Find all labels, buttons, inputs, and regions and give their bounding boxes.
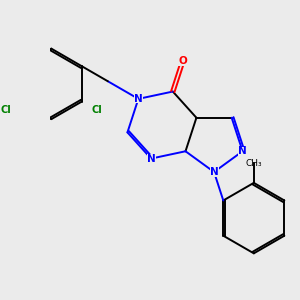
Text: Cl: Cl xyxy=(92,105,103,115)
Bar xyxy=(238,147,247,156)
Bar xyxy=(134,94,143,104)
Bar xyxy=(178,57,188,66)
Bar xyxy=(209,167,218,177)
Text: N: N xyxy=(210,167,218,177)
Text: Cl: Cl xyxy=(0,105,11,115)
Text: CH₃: CH₃ xyxy=(245,159,262,168)
Bar xyxy=(146,154,156,163)
Bar xyxy=(0,106,13,115)
Text: N: N xyxy=(134,94,143,104)
Bar xyxy=(90,106,104,115)
Text: N: N xyxy=(147,154,155,164)
Text: O: O xyxy=(178,56,187,66)
Text: N: N xyxy=(238,146,247,156)
